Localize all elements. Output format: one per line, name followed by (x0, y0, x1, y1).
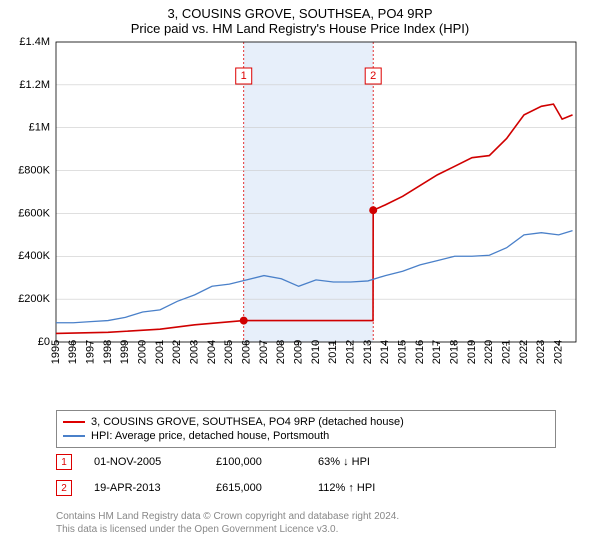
svg-text:2001: 2001 (154, 340, 166, 364)
svg-text:£600K: £600K (18, 207, 50, 219)
sale-date-2: 19-APR-2013 (94, 482, 194, 494)
svg-text:2010: 2010 (310, 340, 322, 364)
svg-text:2006: 2006 (241, 340, 253, 364)
svg-text:2020: 2020 (483, 340, 495, 364)
title-block: 3, COUSINS GROVE, SOUTHSEA, PO4 9RP Pric… (0, 0, 600, 36)
svg-text:2021: 2021 (501, 340, 513, 364)
svg-text:£1.2M: £1.2M (19, 79, 50, 91)
svg-text:1997: 1997 (85, 340, 97, 364)
svg-text:2023: 2023 (535, 340, 547, 364)
footer-line-1: Contains HM Land Registry data © Crown c… (56, 510, 566, 523)
sale-pct-2: 112% ↑ HPI (318, 482, 418, 494)
svg-text:1995: 1995 (50, 340, 62, 364)
footer-line-2: This data is licensed under the Open Gov… (56, 523, 566, 536)
svg-text:1: 1 (241, 70, 247, 82)
legend: 3, COUSINS GROVE, SOUTHSEA, PO4 9RP (det… (56, 410, 556, 448)
svg-text:2009: 2009 (293, 340, 305, 364)
sale-marker-1: 1 (61, 457, 67, 468)
svg-text:2004: 2004 (206, 340, 218, 364)
legend-label-2: HPI: Average price, detached house, Port… (91, 430, 329, 442)
footer: Contains HM Land Registry data © Crown c… (56, 510, 566, 536)
svg-text:1996: 1996 (67, 340, 79, 364)
title-line-1: 3, COUSINS GROVE, SOUTHSEA, PO4 9RP (0, 6, 600, 21)
sale-row-2: 2 19-APR-2013 £615,000 112% ↑ HPI (56, 480, 556, 496)
svg-text:1998: 1998 (102, 340, 114, 364)
svg-text:2015: 2015 (397, 340, 409, 364)
svg-text:1999: 1999 (119, 340, 131, 364)
svg-text:2011: 2011 (327, 340, 339, 364)
svg-text:2018: 2018 (449, 340, 461, 364)
svg-text:2014: 2014 (379, 340, 391, 364)
svg-text:£1.4M: £1.4M (19, 36, 50, 48)
svg-text:2007: 2007 (258, 340, 270, 364)
chart-svg: £0 £200K £400K £600K £800K £1M £1.2M £1.4M 1995 1… (0, 36, 600, 396)
svg-text:2003: 2003 (189, 340, 201, 364)
svg-text:2016: 2016 (414, 340, 426, 364)
sale-date-1: 01-NOV-2005 (94, 456, 194, 468)
legend-swatch-price-paid (63, 421, 85, 423)
sale-pct-1: 63% ↓ HPI (318, 456, 418, 468)
legend-label-1: 3, COUSINS GROVE, SOUTHSEA, PO4 9RP (det… (91, 416, 404, 428)
svg-text:2: 2 (370, 70, 376, 82)
sale-marker-2: 2 (61, 483, 67, 494)
svg-text:2012: 2012 (345, 340, 357, 364)
svg-text:2013: 2013 (362, 340, 374, 364)
svg-text:2017: 2017 (431, 340, 443, 364)
sale-price-1: £100,000 (216, 456, 296, 468)
svg-text:2019: 2019 (466, 340, 478, 364)
sale-price-2: £615,000 (216, 482, 296, 494)
legend-swatch-hpi (63, 435, 85, 437)
svg-text:£400K: £400K (18, 250, 50, 262)
svg-text:£800K: £800K (18, 164, 50, 176)
legend-row-1: 3, COUSINS GROVE, SOUTHSEA, PO4 9RP (det… (63, 415, 549, 429)
svg-text:2008: 2008 (275, 340, 287, 364)
sale-row-1: 1 01-NOV-2005 £100,000 63% ↓ HPI (56, 454, 556, 470)
sale-marker-box-2: 2 (56, 480, 72, 496)
svg-text:2002: 2002 (171, 340, 183, 364)
chart-area: £0 £200K £400K £600K £800K £1M £1.2M £1.4M 1995 1… (0, 36, 600, 396)
svg-text:£0: £0 (38, 336, 50, 348)
sale-marker-box-1: 1 (56, 454, 72, 470)
svg-text:£200K: £200K (18, 293, 50, 305)
title-line-2: Price paid vs. HM Land Registry's House … (0, 21, 600, 36)
svg-text:£1M: £1M (29, 122, 50, 134)
legend-row-2: HPI: Average price, detached house, Port… (63, 429, 549, 443)
svg-text:2000: 2000 (137, 340, 149, 364)
svg-text:2005: 2005 (223, 340, 235, 364)
svg-text:2022: 2022 (518, 340, 530, 364)
svg-text:2024: 2024 (553, 340, 565, 364)
